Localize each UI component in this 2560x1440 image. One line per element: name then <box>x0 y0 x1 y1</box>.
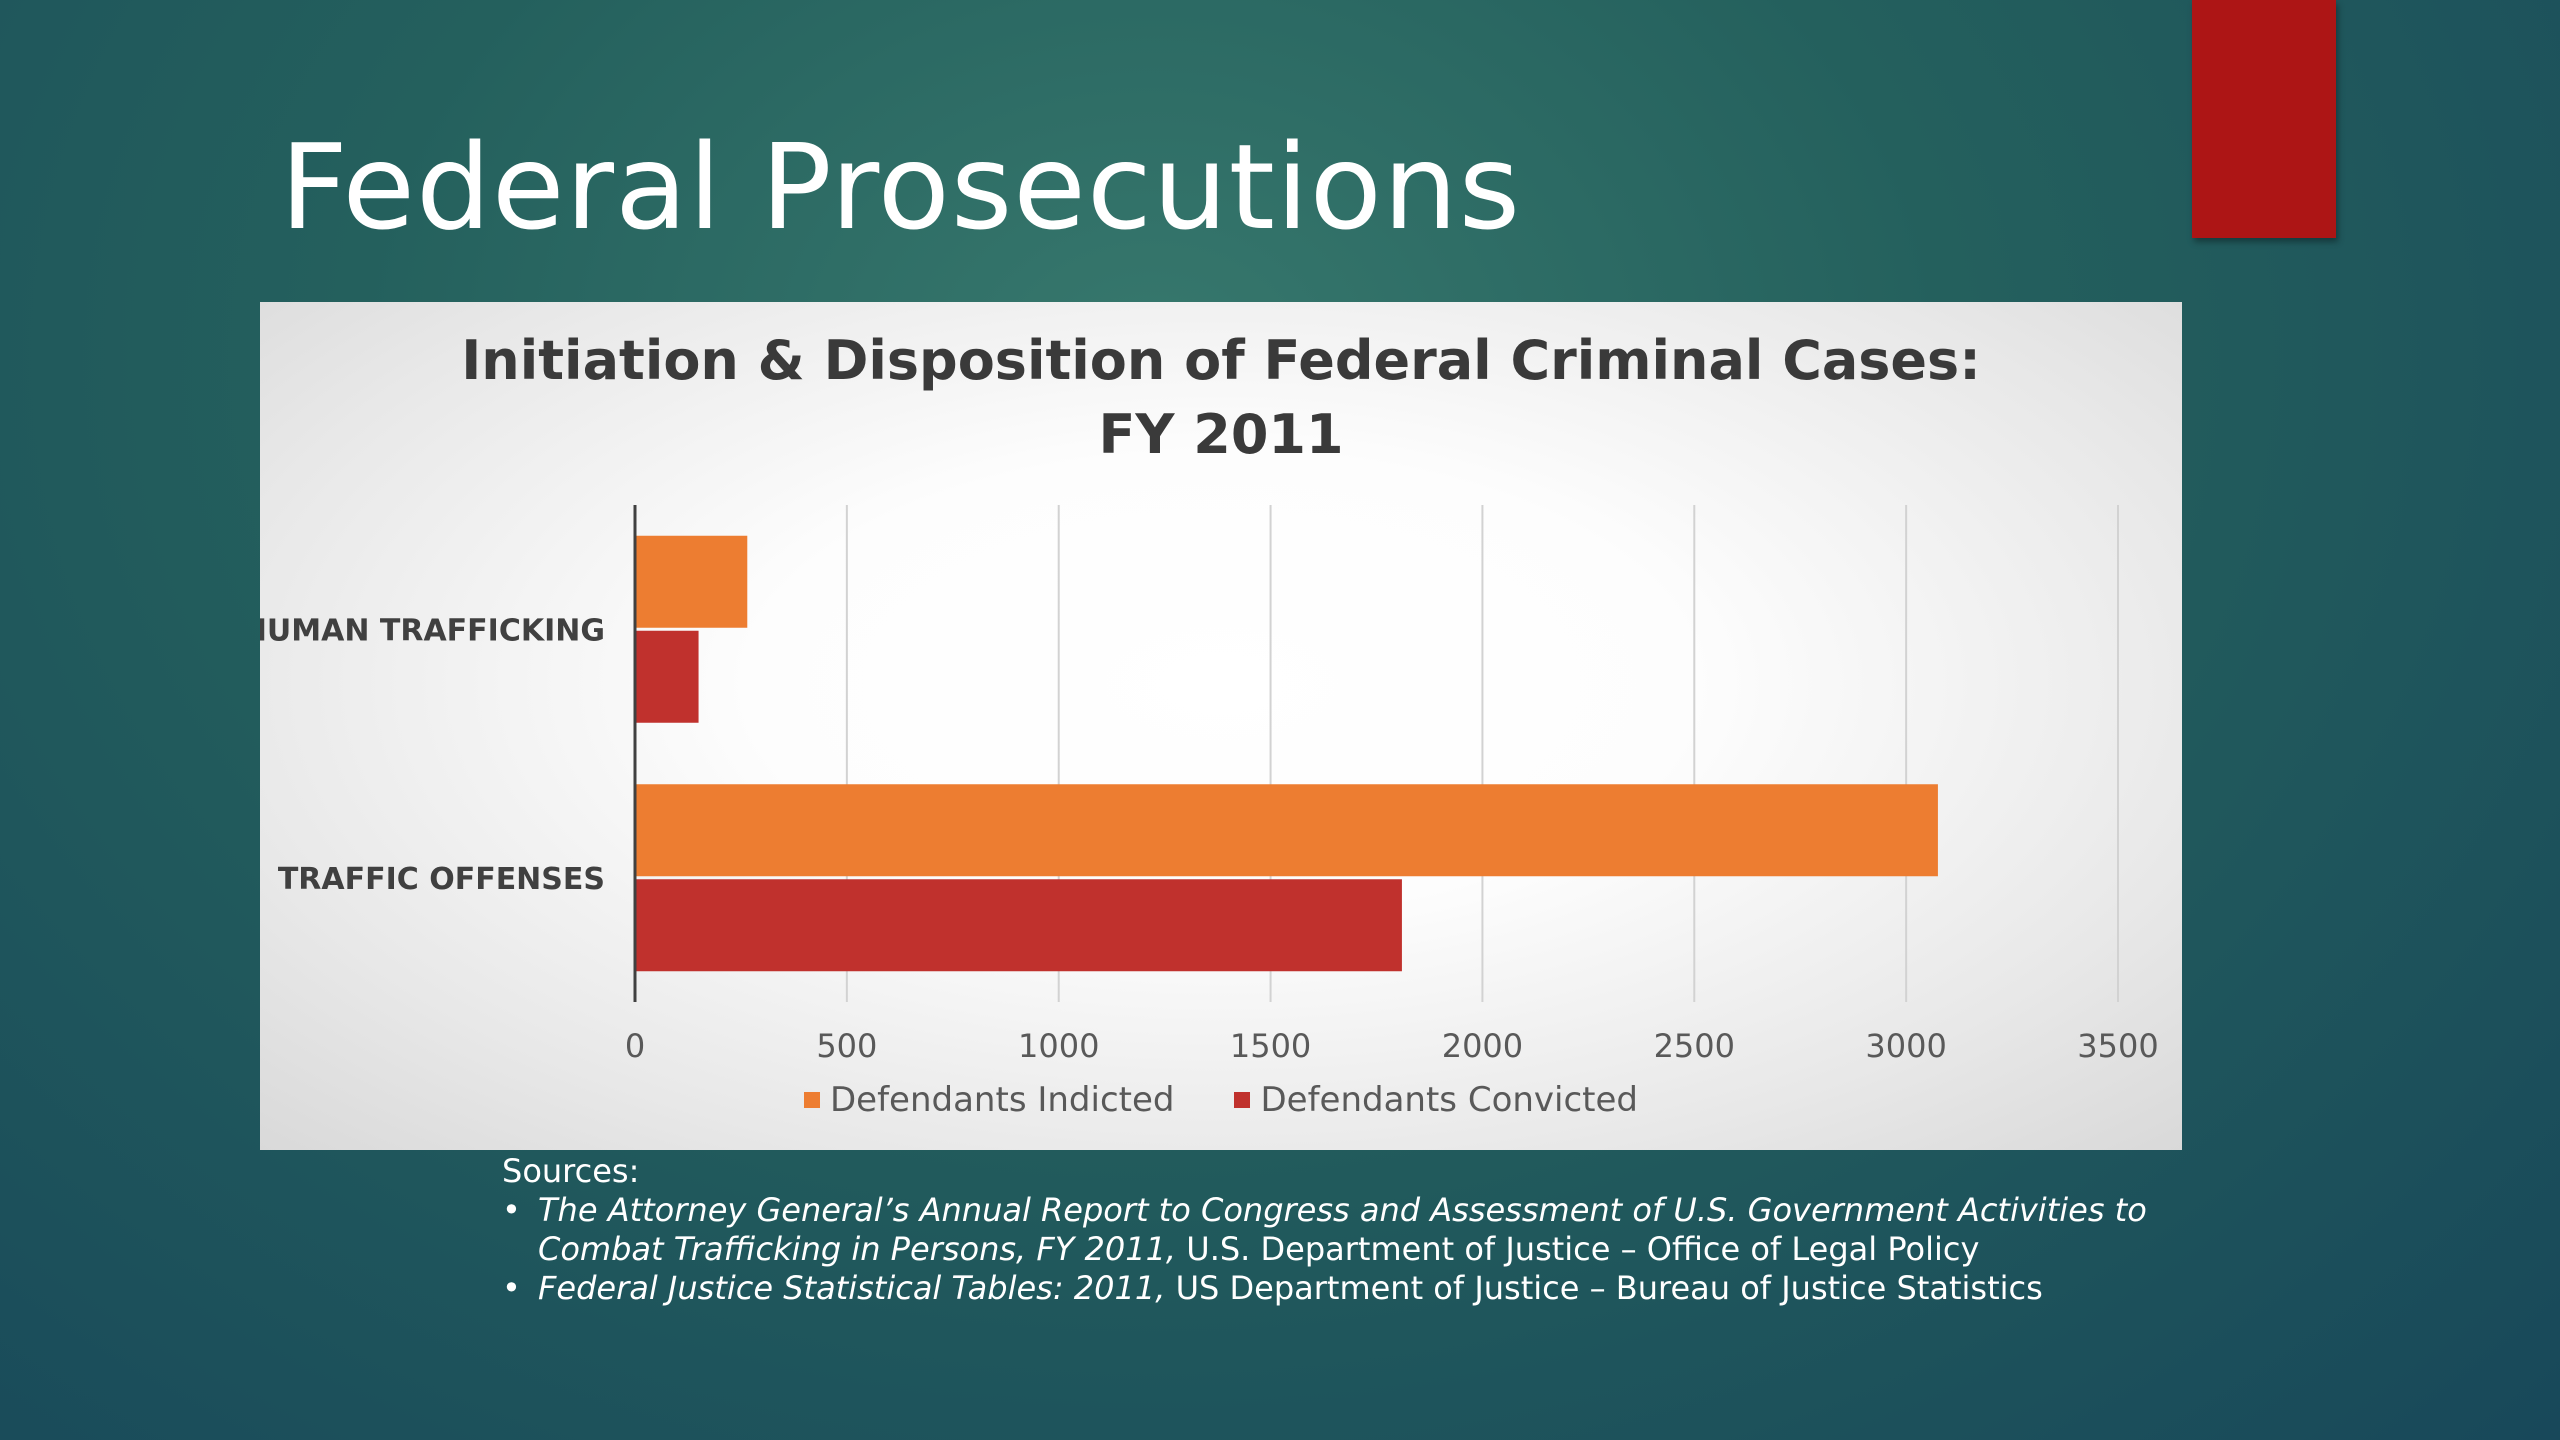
sources-heading: Sources: <box>502 1152 640 1190</box>
x-tick-label: 2000 <box>1442 1027 1523 1065</box>
category-label: HUMAN TRAFFICKING <box>260 613 605 648</box>
bar-indicted <box>635 535 748 628</box>
legend-swatch <box>803 1092 820 1108</box>
source-text: US Department of Justice – Bureau of Jus… <box>1165 1269 2043 1307</box>
source-text: Combat Trafficking in Persons, FY 2011, <box>538 1230 1177 1268</box>
x-tick-label: 3500 <box>2077 1027 2158 1065</box>
sources-block: Sources: • The Attorney General’s Annual … <box>502 1152 2147 1308</box>
chart-title-line-2: FY 2011 <box>1098 403 1344 466</box>
source-line: Combat Trafficking in Persons, FY 2011, … <box>502 1230 2147 1269</box>
x-tick-label: 2500 <box>1654 1027 1735 1065</box>
legend-item: Defendants Indicted <box>803 1080 1175 1120</box>
bar-convicted <box>635 630 699 723</box>
source-line: • Federal Justice Statistical Tables: 201… <box>502 1269 2147 1308</box>
legend-swatch <box>1234 1092 1251 1108</box>
bar-chart: 0 500 1000 1500 2000 2500 3000 3500 HUMAN TRAFFI… <box>260 505 2159 1065</box>
legend-item: Defendants Convicted <box>1234 1080 1638 1120</box>
x-tick-label: 1000 <box>1018 1027 1099 1065</box>
bar-indicted <box>635 784 1938 877</box>
x-tick-label: 0 <box>625 1027 645 1065</box>
chart-panel: Initiation & Disposition of Federal Crim… <box>260 302 2182 1150</box>
x-tick-label: 500 <box>816 1027 877 1065</box>
slide-title: Federal Prosecutions <box>280 118 1522 256</box>
source-line: • The Attorney General’s Annual Report to… <box>502 1191 2147 1230</box>
title-accent-bar <box>2192 0 2336 238</box>
bullet-icon: • <box>502 1269 521 1307</box>
legend-label: Defendants Indicted <box>829 1080 1175 1120</box>
x-tick-label: 3000 <box>1865 1027 1946 1065</box>
chart-legend: Defendants Indicted Defendants Convicted <box>260 1080 2182 1120</box>
source-text: U.S. Department of Justice – Office of L… <box>1176 1230 1980 1268</box>
bullet-icon: • <box>502 1191 521 1229</box>
source-text: The Attorney General’s Annual Report to … <box>538 1191 2147 1229</box>
category-label: TRAFFIC OFFENSES <box>278 862 605 897</box>
source-text: Federal Justice Statistical Tables: 2011… <box>538 1269 1166 1307</box>
x-tick-label: 1500 <box>1230 1027 1311 1065</box>
legend-label: Defendants Convicted <box>1260 1080 1639 1120</box>
bar-convicted <box>635 879 1402 972</box>
chart-title-line-1: Initiation & Disposition of Federal Crim… <box>461 329 1981 392</box>
